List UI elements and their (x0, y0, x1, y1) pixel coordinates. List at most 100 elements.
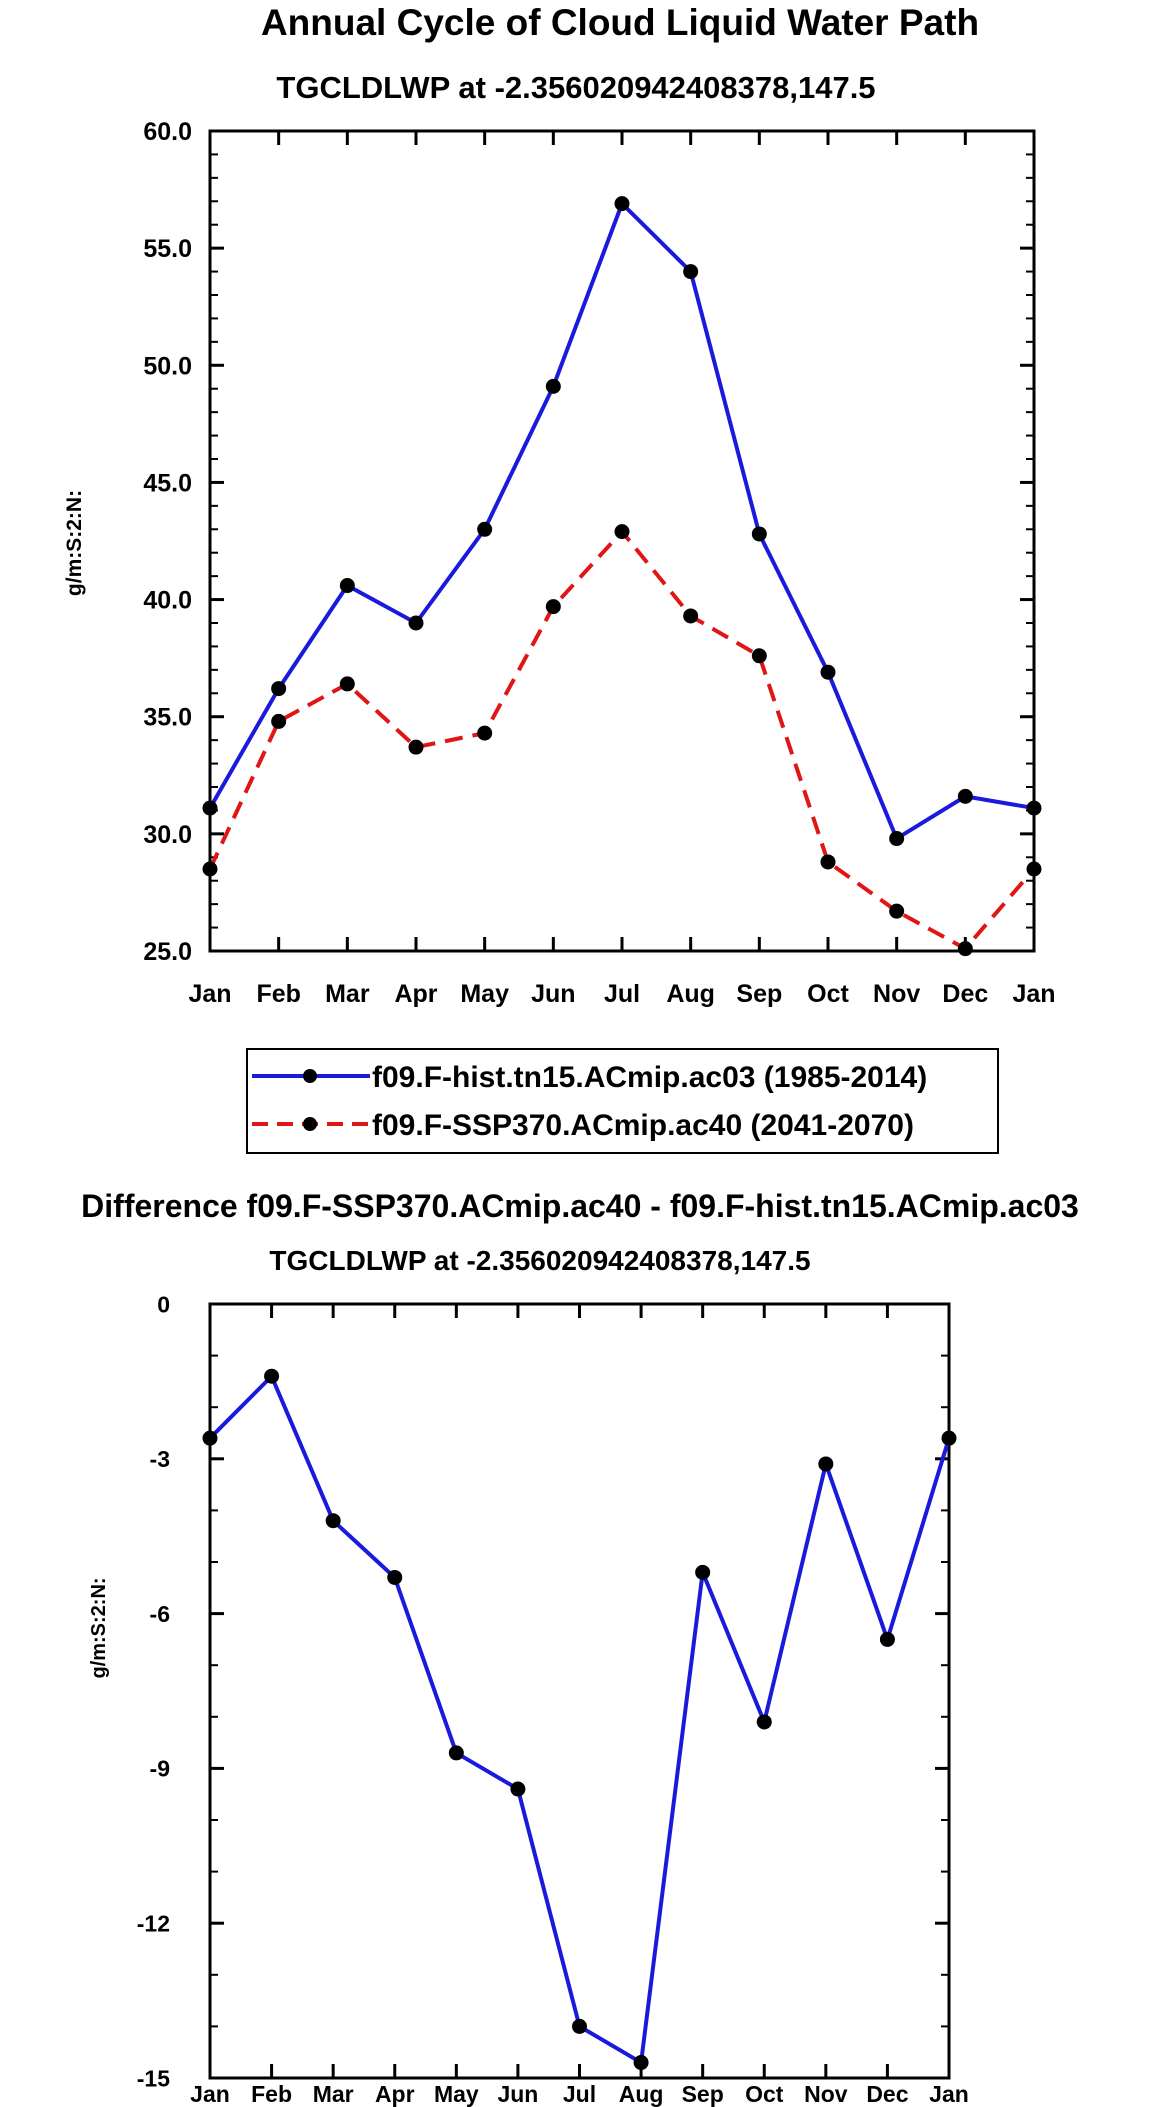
data-point (941, 1430, 957, 1446)
data-series (202, 1368, 957, 2071)
x-tick-label: Mar (325, 980, 370, 1008)
data-point (271, 681, 287, 697)
data-point (879, 1631, 895, 1647)
x-tick-label: Mar (313, 2081, 354, 2107)
x-tick-label: Jan (929, 2081, 969, 2107)
y-tick-label: 35.0 (143, 704, 192, 732)
x-tick-label: Dec (942, 980, 988, 1008)
data-point (633, 2055, 649, 2071)
x-tick-label: Jun (497, 2081, 538, 2107)
legend-marker-ssp (303, 1117, 317, 1131)
legend-label-ssp: f09.F-SSP370.ACmip.ac40 (2041-2070) (372, 1109, 914, 1142)
x-tick-label: Nov (873, 980, 920, 1008)
x-tick-label: Apr (375, 2081, 415, 2107)
x-tick-label: Jan (1012, 980, 1055, 1008)
y-tick-label: 60.0 (143, 118, 192, 146)
data-point (202, 861, 218, 877)
y-tick-label: 50.0 (143, 352, 192, 380)
y-tick-label: 40.0 (143, 587, 192, 615)
data-point (820, 664, 836, 680)
data-point (1026, 800, 1042, 816)
data-point (339, 578, 355, 594)
data-point (264, 1368, 280, 1384)
data-point (683, 608, 699, 624)
x-tick-label: Apr (394, 980, 437, 1008)
y-tick-label: -3 (150, 1446, 170, 1472)
x-tick-labels: Jan Feb Mar Apr May Jun Jul Aug Sep Oct Nov Dec Jan (188, 980, 1055, 1008)
data-point (448, 1745, 464, 1761)
data-point (339, 676, 355, 692)
data-point (957, 788, 973, 804)
axis-ticks (208, 129, 1036, 953)
y-tick-labels: 25.0 30.0 35.0 40.0 45.0 50.0 55.0 60.0 (143, 118, 192, 966)
x-tick-label: Nov (804, 2081, 848, 2107)
x-tick-label: Feb (251, 2081, 292, 2107)
series-line-0 (208, 201, 1035, 841)
legend: f09.F-hist.tn15.ACmip.ac03 (1985-2014) f… (246, 1048, 999, 1154)
x-tick-label: Sep (682, 2081, 724, 2107)
x-tick-label: Jan (190, 2081, 230, 2107)
series-line-0 (208, 1374, 951, 2065)
data-point (820, 854, 836, 870)
y-tick-label: -15 (137, 2065, 170, 2091)
chart-title: Difference f09.F-SSP370.ACmip.ac40 - f09… (81, 1188, 1079, 1224)
data-point (202, 800, 218, 816)
data-point (751, 526, 767, 542)
x-tick-label: Jan (188, 980, 231, 1008)
x-tick-label: Oct (745, 2081, 784, 2107)
data-point (387, 1569, 403, 1585)
data-point (477, 521, 493, 537)
y-tick-label: -9 (150, 1756, 170, 1782)
data-point (545, 599, 561, 615)
legend-marker-hist (303, 1069, 317, 1083)
data-point (572, 2018, 587, 2034)
data-point (271, 713, 287, 729)
y-tick-label: 30.0 (143, 821, 192, 849)
x-tick-label: Aug (666, 980, 715, 1008)
difference-chart: Difference f09.F-SSP370.ACmip.ac40 - f09… (81, 1188, 1079, 2107)
x-tick-label: Feb (256, 980, 300, 1008)
axis-ticks (208, 1302, 951, 2080)
data-point (957, 941, 973, 957)
data-point (889, 903, 905, 919)
y-tick-label: -6 (150, 1601, 170, 1627)
annual-cycle-chart: Annual Cycle of Cloud Liquid Water Path … (63, 2, 1056, 1154)
chart-title: Annual Cycle of Cloud Liquid Water Path (261, 2, 979, 43)
data-point (818, 1456, 834, 1472)
data-point (683, 264, 699, 280)
data-point (695, 1564, 711, 1580)
data-point (756, 1714, 772, 1730)
y-tick-label: 25.0 (143, 938, 192, 966)
series-line-1 (208, 529, 1036, 951)
y-axis-label: g/m:S:2:N: (88, 1577, 110, 1678)
data-point (202, 1430, 218, 1446)
x-tick-label: Jul (604, 980, 640, 1008)
y-tick-labels: -15 -12 -9 -6 -3 0 (137, 1291, 170, 2091)
data-point (889, 831, 905, 847)
data-point (510, 1781, 526, 1797)
x-tick-label: Dec (866, 2081, 908, 2107)
data-point (325, 1513, 341, 1529)
y-tick-label: 55.0 (143, 235, 192, 263)
y-tick-label: 45.0 (143, 469, 192, 497)
y-tick-label: -12 (137, 1910, 170, 1936)
x-tick-label: May (434, 2081, 479, 2107)
y-tick-label: 0 (157, 1291, 170, 1317)
chart-subtitle: TGCLDLWP at -2.356020942408378,147.5 (276, 70, 875, 105)
data-series (202, 196, 1042, 957)
data-point (408, 739, 424, 755)
data-point (614, 196, 630, 212)
data-point (614, 524, 630, 540)
legend-label-hist: f09.F-hist.tn15.ACmip.ac03 (1985-2014) (372, 1061, 927, 1094)
x-tick-labels: Jan Feb Mar Apr May Jun Jul Aug Sep Oct Nov Dec Jan (190, 2081, 969, 2107)
data-point (751, 648, 767, 664)
data-point (477, 725, 493, 741)
chart-subtitle: TGCLDLWP at -2.356020942408378,147.5 (269, 1245, 810, 1276)
data-point (408, 615, 424, 631)
x-tick-label: May (460, 980, 509, 1008)
x-tick-label: Jun (531, 980, 575, 1008)
x-tick-label: Jul (563, 2081, 596, 2107)
y-axis-label: g/m:S:2:N: (63, 490, 86, 596)
x-tick-label: Sep (736, 980, 782, 1008)
